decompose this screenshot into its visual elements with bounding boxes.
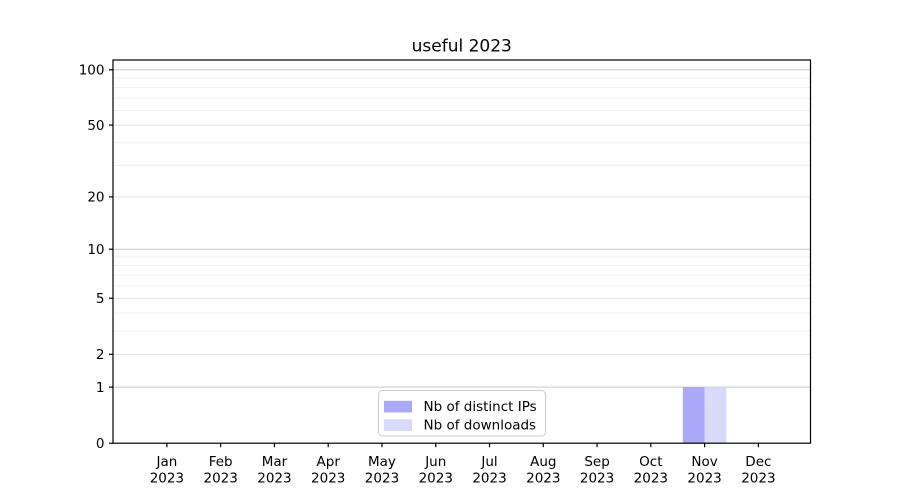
legend-box	[378, 390, 546, 437]
x-tick-label: Jun 2023	[419, 454, 453, 487]
plot-area	[113, 60, 811, 444]
x-tick-label: Nov 2023	[687, 454, 721, 487]
legend-label: Nb of downloads	[424, 418, 537, 434]
x-tick-label: Apr 2023	[311, 454, 345, 487]
x-tick-label: Oct 2023	[634, 454, 668, 487]
chart-title: useful 2023	[412, 37, 512, 57]
bar-nb-of-downloads	[704, 387, 727, 444]
x-tick-label: Aug 2023	[526, 454, 560, 487]
x-tick-label: Sep 2023	[580, 454, 614, 487]
x-tick-label: Jul 2023	[472, 454, 506, 487]
x-tick-label: Dec 2023	[741, 454, 775, 487]
x-tick-label: Feb 2023	[203, 454, 237, 487]
y-tick-label: 20	[87, 190, 104, 206]
legend-swatch-downloads	[384, 419, 412, 431]
y-tick-label: 50	[87, 118, 104, 134]
x-tick-label: Jan 2023	[150, 454, 184, 487]
y-tick-label: 2	[96, 347, 105, 363]
x-tick-label: Mar 2023	[257, 454, 291, 487]
legend-label: Nb of distinct IPs	[424, 399, 537, 415]
y-tick-label: 10	[87, 242, 104, 258]
x-tick-label: May 2023	[365, 454, 399, 487]
y-tick-label: 1	[96, 380, 105, 396]
y-tick-label: 0	[96, 436, 105, 452]
plot-border	[112, 59, 812, 444]
bar-nb-of-distinct-ips	[682, 387, 705, 444]
legend-swatch-distinct-ips	[384, 400, 412, 413]
y-tick-label: 5	[96, 291, 105, 307]
y-tick-label: 100	[79, 62, 105, 78]
